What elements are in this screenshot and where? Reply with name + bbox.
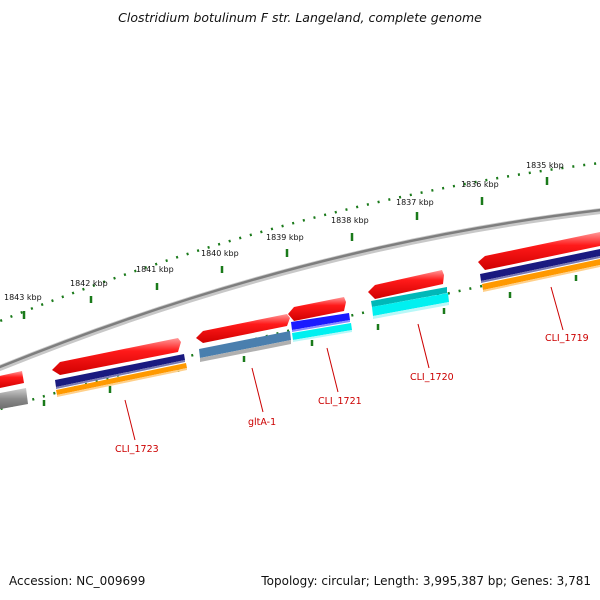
accession-label: Accession: NC_009699 — [9, 574, 146, 588]
feature-blue-shade — [292, 320, 350, 332]
feature-cyan-shade — [373, 302, 449, 319]
kbp-labels: 1843 kbp 1842 kbp 1841 kbp 1840 kbp 1839… — [4, 161, 564, 302]
leader-cli-1721 — [326, 347, 339, 393]
backbone-core — [0, 208, 600, 369]
kbp-label: 1839 kbp — [266, 233, 304, 242]
leader-cli-1720 — [417, 323, 430, 369]
feature-block-cli-1723[interactable] — [52, 338, 187, 397]
leader-glta-1 — [251, 367, 264, 413]
feature-navy — [480, 249, 600, 281]
feature-steel-shade — [200, 340, 291, 362]
feature-cyan-shade — [293, 330, 352, 342]
feature-block-left-edge — [0, 371, 28, 410]
genome-summary: Topology: circular; Length: 3,995,387 bp… — [261, 574, 591, 588]
feature-navy-shade — [56, 360, 185, 389]
feature-cyan — [372, 293, 449, 316]
gene-label-cli-1719[interactable]: CLI_1719 — [545, 333, 589, 344]
kbp-label: 1842 kbp — [70, 279, 108, 288]
cds-arrow — [52, 338, 181, 375]
feature-steel — [199, 331, 291, 358]
genome-title: Clostridium botulinum F str. Langeland, … — [118, 10, 482, 25]
cds-arrow — [196, 314, 290, 343]
feature-block-glta-1[interactable] — [196, 314, 291, 362]
gene-label-cli-1720[interactable]: CLI_1720 — [410, 372, 454, 383]
cds-arrow — [288, 297, 346, 321]
kbp-label: 1835 kbp — [526, 161, 564, 170]
kbp-label: 1841 kbp — [136, 265, 174, 274]
leader-cli-1719 — [550, 286, 564, 331]
feature-block-cli-1719[interactable] — [478, 232, 600, 292]
gene-label-glta-1[interactable]: gltA-1 — [248, 417, 276, 428]
feature-orange — [482, 259, 600, 290]
feature-blue — [291, 313, 350, 330]
feature-teal — [371, 287, 447, 307]
kbp-label: 1840 kbp — [201, 249, 239, 258]
feature-navy — [55, 354, 185, 387]
feature-cyan — [292, 323, 352, 340]
gene-labels: CLI_1723 gltA-1 CLI_1721 CLI_1720 CLI_17… — [115, 333, 589, 455]
gene-label-cli-1723[interactable]: CLI_1723 — [115, 444, 159, 455]
feature-orange-shade — [483, 265, 600, 292]
feature-orange-shade — [57, 368, 187, 397]
inner-ruler-major-ticks — [42, 275, 578, 406]
kbp-major-ticks — [22, 177, 549, 319]
kbp-label: 1843 kbp — [4, 293, 42, 302]
cds-arrow — [368, 270, 444, 299]
feature-navy-shade — [481, 256, 600, 283]
feature-orange — [56, 363, 187, 395]
feature-block-cli-1720[interactable] — [368, 270, 449, 319]
gene-label-cli-1721[interactable]: CLI_1721 — [318, 396, 362, 407]
kbp-label: 1838 kbp — [331, 216, 369, 225]
gene-leader-lines — [124, 286, 564, 441]
kbp-label: 1836 kbp — [461, 180, 499, 189]
leader-cli-1723 — [124, 399, 136, 441]
feature-block-cli-1721[interactable] — [288, 297, 352, 342]
cds-arrow — [478, 232, 600, 270]
kbp-label: 1837 kbp — [396, 198, 434, 207]
